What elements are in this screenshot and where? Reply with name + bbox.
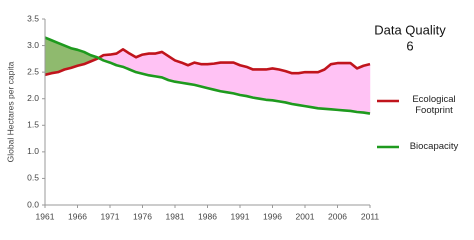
fill-area: [51, 39, 59, 74]
fill-area: [291, 72, 299, 106]
fill-area: [226, 62, 234, 94]
fill-area: [330, 62, 338, 111]
fill-area: [44, 37, 52, 76]
fill-area: [278, 69, 286, 103]
fill-area: [363, 63, 371, 114]
fill-area: [265, 68, 273, 101]
chart-title: Data Quality: [374, 22, 446, 37]
x-tick-label: 1966: [68, 211, 87, 221]
x-tick-label: 1961: [36, 211, 55, 221]
data-line: [44, 36, 371, 115]
fill-area: [311, 71, 319, 109]
fill-area: [356, 65, 364, 113]
legend-label: Ecological Footprint: [412, 94, 456, 116]
y-tick-label: 0.5: [27, 173, 39, 183]
fill-area: [298, 71, 306, 107]
x-tick-label: 1996: [263, 211, 282, 221]
fill-area: [220, 62, 228, 93]
fill-area: [259, 69, 267, 101]
fill-area: [324, 63, 332, 110]
fill-area: [272, 68, 280, 102]
fill-area: [148, 53, 156, 77]
fill-area: [200, 63, 208, 89]
fill-area: [252, 69, 260, 100]
fill-area: [213, 62, 221, 92]
x-tick-label: 1981: [166, 211, 185, 221]
y-tick-label: 1.0: [27, 146, 39, 156]
fill-area: [174, 60, 182, 84]
fill-area: [233, 62, 241, 96]
x-tick-label: 1986: [198, 211, 217, 221]
fill-area: [317, 69, 325, 110]
y-tick-label: 2.0: [27, 93, 39, 103]
fill-area: [350, 62, 358, 113]
fill-area: [57, 42, 65, 73]
x-tick-label: 1976: [133, 211, 152, 221]
fill-area: [304, 71, 312, 108]
chart-subtitle: 6: [406, 38, 413, 53]
fill-area: [337, 62, 345, 111]
fill-area: [207, 63, 215, 90]
fill-area: [194, 62, 202, 87]
x-tick-label: 1971: [101, 211, 120, 221]
y-tick-label: 0.0: [27, 199, 39, 209]
fill-area: [155, 51, 163, 78]
x-tick-label: 2006: [328, 211, 347, 221]
fill-area: [239, 64, 247, 97]
y-tick-label: 2.5: [27, 66, 39, 76]
x-tick-label: 2011: [361, 211, 380, 221]
x-tick-label: 2001: [296, 211, 315, 221]
x-tick-label: 1991: [231, 211, 250, 221]
fill-area: [285, 70, 293, 105]
y-tick-label: 1.5: [27, 120, 39, 130]
y-tick-label: 3.5: [27, 13, 39, 23]
y-axis-label: Global Hectares per capita: [5, 61, 15, 162]
fill-area: [343, 62, 351, 112]
legend-label: Biocapacity: [409, 141, 459, 152]
fill-layer: [44, 37, 371, 114]
fill-area: [142, 53, 150, 76]
y-tick-label: 3.0: [27, 40, 39, 50]
fill-area: [246, 66, 254, 98]
